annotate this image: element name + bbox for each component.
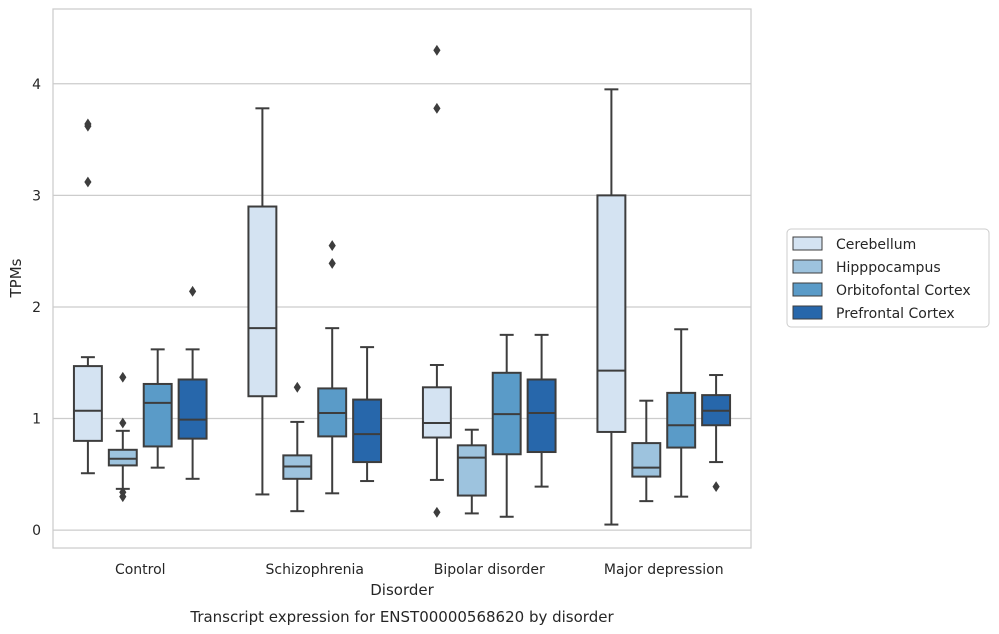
outlier-point bbox=[84, 176, 92, 188]
x-tick-label: Bipolar disorder bbox=[434, 562, 545, 578]
box-iqr bbox=[421, 386, 452, 439]
outlier-point bbox=[84, 118, 92, 130]
outlier-point bbox=[328, 240, 336, 251]
y-tick-label: 2 bbox=[32, 300, 41, 316]
box-iqr bbox=[72, 365, 103, 442]
box-iqr bbox=[456, 444, 487, 497]
box-bipolar-disorder-orbitofontal-cortex bbox=[491, 333, 522, 518]
box-bipolar-disorder-prefrontal-cortex bbox=[526, 333, 557, 488]
box-iqr bbox=[631, 442, 662, 478]
x-tick-label: Control bbox=[115, 562, 166, 578]
chart-title: Transcript expression for ENST0000056862… bbox=[189, 608, 614, 626]
outlier-point bbox=[433, 506, 441, 518]
legend-swatch bbox=[792, 305, 823, 320]
box-control-cerebellum bbox=[72, 118, 103, 475]
x-tick-label: Schizophrenia bbox=[266, 562, 364, 578]
legend-swatch bbox=[792, 236, 823, 251]
outlier-point bbox=[712, 481, 720, 493]
plot-frame bbox=[52, 8, 752, 549]
box-schizophrenia-hipppocampus bbox=[282, 381, 313, 513]
box-iqr bbox=[352, 398, 383, 464]
legend-label: Cerebellum bbox=[836, 237, 916, 253]
legend-label: Orbitofontal Cortex bbox=[836, 283, 971, 299]
y-tick-label: 4 bbox=[32, 77, 41, 93]
outlier-point bbox=[433, 102, 441, 114]
box-iqr bbox=[596, 194, 627, 433]
legend-label: Hipppocampus bbox=[836, 260, 941, 276]
y-axis-label: TPMs bbox=[7, 258, 25, 298]
outlier-point bbox=[119, 486, 127, 498]
box-control-hipppocampus bbox=[107, 371, 138, 503]
outlier-point bbox=[433, 44, 441, 56]
boxes bbox=[72, 44, 732, 526]
x-tick-labels: Control Schizophrenia Bipolar disorder Majo… bbox=[115, 562, 724, 578]
box-iqr bbox=[666, 391, 697, 449]
legend-swatch bbox=[792, 259, 823, 274]
legend-frame bbox=[786, 228, 990, 328]
box-control-prefrontal-cortex bbox=[177, 285, 208, 480]
legend-swatch bbox=[792, 282, 823, 297]
legend-label: Prefrontal Cortex bbox=[836, 306, 955, 322]
y-tick-label: 0 bbox=[32, 523, 41, 539]
box-major-depression-prefrontal-cortex bbox=[701, 374, 732, 493]
outlier-point bbox=[119, 371, 127, 383]
outlier-point bbox=[293, 381, 301, 393]
box-major-depression-hipppocampus bbox=[631, 399, 662, 503]
outlier-point bbox=[189, 285, 197, 297]
box-iqr bbox=[526, 378, 557, 454]
y-tick-label: 1 bbox=[32, 412, 41, 428]
box-iqr bbox=[247, 205, 278, 398]
box-bipolar-disorder-hipppocampus bbox=[456, 428, 487, 515]
box-major-depression-cerebellum bbox=[596, 88, 627, 526]
x-tick-label: Major depression bbox=[604, 562, 724, 578]
box-bipolar-disorder-cerebellum bbox=[421, 44, 452, 518]
box-iqr bbox=[107, 448, 138, 467]
box-schizophrenia-prefrontal-cortex bbox=[352, 346, 383, 483]
box-schizophrenia-cerebellum bbox=[247, 107, 278, 496]
box-major-depression-orbitofontal-cortex bbox=[666, 328, 697, 498]
outlier-point bbox=[119, 417, 127, 429]
box-iqr bbox=[177, 378, 208, 440]
legend: Cerebellum Hipppocampus Orbitofontal Corte… bbox=[786, 228, 990, 328]
y-tick-labels: 0 1 2 3 4 bbox=[32, 77, 41, 539]
y-tick-label: 3 bbox=[32, 188, 41, 204]
outlier-point bbox=[328, 258, 336, 269]
box-iqr bbox=[142, 382, 173, 448]
box-schizophrenia-orbitofontal-cortex bbox=[317, 240, 348, 495]
x-axis-label: Disorder bbox=[370, 581, 434, 599]
box-control-orbitofontal-cortex bbox=[142, 348, 173, 469]
